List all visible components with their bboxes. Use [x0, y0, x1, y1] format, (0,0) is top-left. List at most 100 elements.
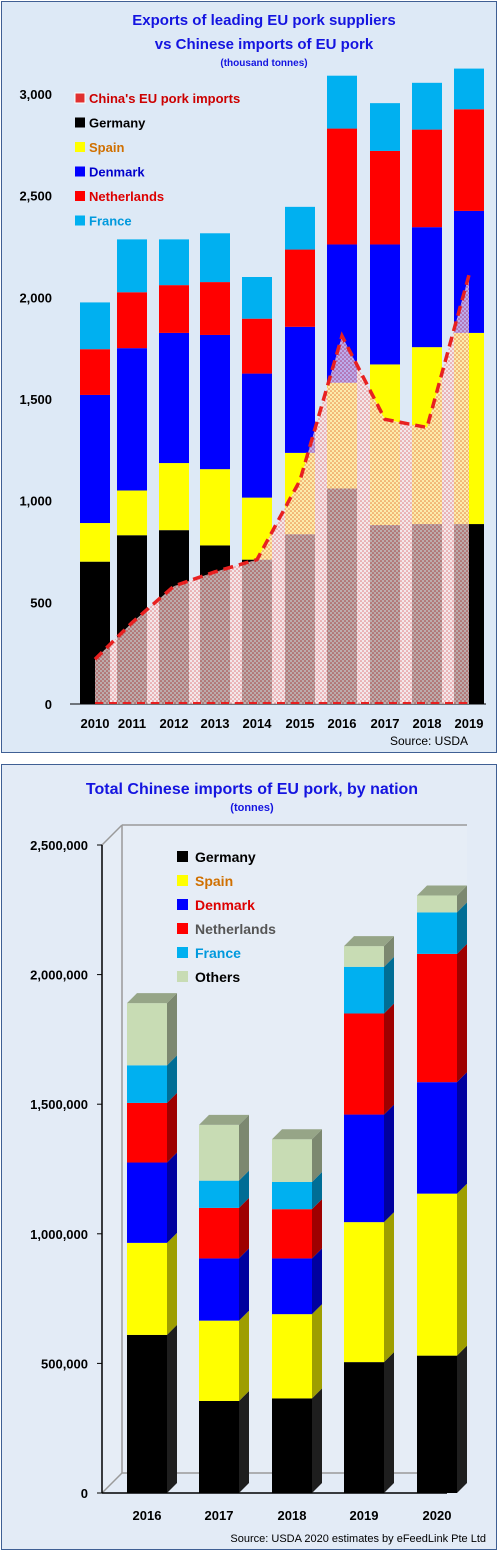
bar-france-2014	[242, 277, 272, 319]
legend-swatch	[177, 899, 188, 910]
legend-label: Others	[195, 969, 240, 985]
y-tick-label: 500	[30, 595, 52, 610]
bar-netherlands-2014	[242, 318, 272, 374]
bar-france-2018	[272, 1181, 312, 1210]
bar-france-2019	[344, 966, 384, 1014]
chart-subtitle: (thousand tonnes)	[220, 58, 307, 69]
y-tick-label: 1,000,000	[30, 1227, 88, 1242]
bar-france-2017	[370, 103, 400, 151]
bar-spain-2017	[199, 1320, 239, 1401]
y-tick-label: 2,000,000	[30, 968, 88, 983]
legend-swatch	[177, 971, 188, 982]
bar-side-denmark-2020	[457, 1072, 467, 1194]
bar-france-2013	[200, 233, 230, 283]
bar-france-2017	[199, 1180, 239, 1208]
x-tick-label: 2014	[243, 716, 273, 731]
y-tick-label: 0	[81, 1486, 88, 1501]
bar-france-2019	[454, 68, 484, 110]
legend-swatch	[75, 191, 85, 201]
legend-swatch	[75, 166, 85, 177]
bar-side-netherlands-2017	[239, 1197, 249, 1259]
bar-others-2020	[417, 895, 457, 913]
legend-label: Germany	[195, 849, 256, 865]
bar-denmark-2011	[117, 348, 147, 491]
y-tick-label: 1,500	[19, 392, 52, 407]
bar-side-netherlands-2018	[312, 1199, 322, 1259]
bar-france-2016	[127, 1065, 167, 1103]
bar-others-2019	[344, 946, 384, 967]
bar-netherlands-2020	[417, 953, 457, 1083]
bar-side-germany-2016	[167, 1324, 177, 1493]
bar-side-netherlands-2016	[167, 1092, 177, 1163]
x-tick-label: 2017	[371, 716, 400, 731]
bar-spain-2019	[344, 1222, 384, 1363]
x-tick-label: 2020	[423, 1508, 452, 1523]
legend-label: Netherlands	[195, 921, 276, 937]
bar-denmark-2015	[285, 326, 315, 453]
bar-denmark-2017	[199, 1258, 239, 1321]
legend-label: Denmark	[89, 165, 145, 180]
bar-germany-2019	[344, 1362, 384, 1493]
legend-label: Spain	[195, 873, 233, 889]
bar-denmark-2013	[200, 334, 230, 470]
bar-denmark-2016	[127, 1162, 167, 1243]
y-tick-label: 1,000	[19, 494, 52, 509]
bar-netherlands-2010	[80, 349, 110, 395]
bar-side-germany-2017	[239, 1390, 249, 1493]
bar-netherlands-2012	[159, 285, 189, 333]
bar-germany-2020	[417, 1355, 457, 1493]
floor-edge-line	[101, 1472, 123, 1494]
bar-spain-2018	[272, 1314, 312, 1399]
legend-swatch	[177, 875, 188, 886]
bar-denmark-2018	[272, 1258, 312, 1315]
bar-others-2018	[272, 1139, 312, 1182]
bar-side-spain-2017	[239, 1310, 249, 1401]
bar-side-france-2017	[239, 1170, 249, 1208]
bar-top-2020	[417, 885, 467, 896]
bar-netherlands-2018	[412, 129, 442, 228]
bar-denmark-2018	[412, 227, 442, 348]
bar-netherlands-2016	[327, 128, 357, 245]
bar-side-others-2018	[312, 1129, 322, 1182]
china-imports-line	[93, 274, 471, 661]
bar-germany-2017	[199, 1400, 239, 1493]
x-tick-label: 2011	[118, 716, 146, 731]
bar-top-2019	[344, 936, 394, 947]
legend-label: China's EU pork imports	[89, 91, 240, 106]
legend-label: France	[195, 945, 241, 961]
bar-netherlands-2017	[370, 150, 400, 245]
x-tick-label: 2017	[205, 1508, 234, 1523]
x-tick-label: 2016	[328, 716, 357, 731]
bar-others-2016	[127, 1003, 167, 1066]
bar-side-denmark-2019	[384, 1104, 394, 1223]
bar-spain-2020	[417, 1193, 457, 1356]
bar-side-denmark-2016	[167, 1152, 177, 1243]
bar-germany-2018	[272, 1398, 312, 1493]
x-tick-label: 2019	[455, 716, 484, 731]
chart-title: Total Chinese imports of EU pork, by nat…	[86, 781, 418, 798]
bar-france-2011	[117, 239, 147, 293]
bar-side-spain-2019	[384, 1212, 394, 1363]
legend-swatch	[177, 923, 188, 934]
legend-label: Spain	[89, 140, 124, 155]
bar-france-2010	[80, 302, 110, 350]
wall-edge-top	[101, 824, 123, 846]
bar-france-2015	[285, 206, 315, 250]
bar-spain-2012	[159, 463, 189, 531]
bar-top-2018	[272, 1129, 322, 1140]
bar-france-2020	[417, 912, 457, 954]
y-tick-label: 0	[45, 697, 52, 712]
y-tick-label: 3,000	[19, 87, 52, 102]
china-imports-area	[95, 274, 469, 704]
chart-title: Exports of leading EU pork suppliers	[132, 12, 395, 29]
bar-denmark-2014	[242, 373, 272, 498]
bar-spain-2013	[200, 469, 230, 546]
bar-netherlands-2016	[127, 1102, 167, 1163]
bar-netherlands-2011	[117, 292, 147, 349]
bar-netherlands-2018	[272, 1209, 312, 1259]
bar-side-netherlands-2019	[384, 1003, 394, 1115]
legend-swatch	[75, 117, 85, 128]
bar-side-others-2020	[457, 885, 467, 913]
bar-netherlands-2015	[285, 249, 315, 327]
bar-side-germany-2018	[312, 1388, 322, 1493]
